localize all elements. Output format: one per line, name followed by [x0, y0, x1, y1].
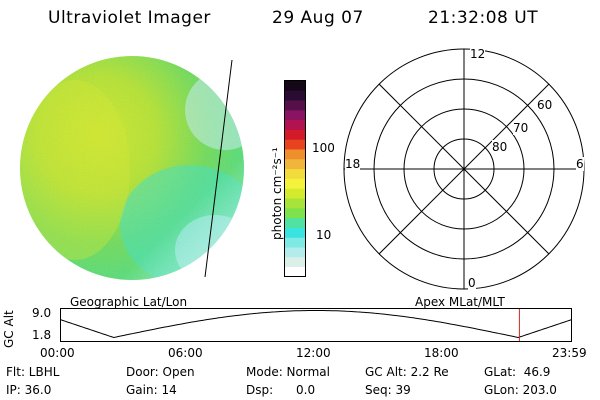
timeline-left-label: Geographic Lat/Lon [70, 295, 188, 309]
colorbar-cell [284, 247, 306, 258]
info-glat: GLat: 46.9 [484, 365, 551, 379]
info-glon: GLon: 203.0 [484, 383, 557, 397]
polar-diagonal-2 [378, 83, 550, 255]
timeline-y-min: 1.8 [32, 328, 52, 342]
time-label: 21:32:08 UT [428, 8, 539, 28]
timeline-right-label: Apex MLat/MLT [415, 295, 505, 309]
timeline-plot [60, 308, 573, 342]
colorbar-tick-10: 10 [316, 228, 332, 242]
info-gain: Gain: 14 [126, 383, 177, 397]
altitude-curve [60, 310, 573, 339]
date-label: 29 Aug 07 [272, 8, 364, 28]
colorbar-cell [284, 198, 306, 209]
colorbar-unit-label: photon cm⁻²s⁻¹ [270, 147, 284, 240]
polar-label-12: 12 [470, 47, 486, 61]
colorbar-cell [284, 227, 306, 238]
color-bar [284, 80, 306, 277]
info-filter: Flt: LBHL [6, 365, 60, 379]
colorbar-cell [284, 266, 306, 277]
info-gc-alt: GC Alt: 2.2 Re [365, 365, 449, 379]
colorbar-cell [284, 188, 306, 199]
colorbar-cell [284, 158, 306, 170]
polar-label-6: 6 [576, 157, 584, 171]
timeline-tick-3: 18:00 [424, 346, 459, 360]
colorbar-cell [284, 237, 306, 248]
info-ip: IP: 36.0 [6, 383, 52, 397]
colorbar-cell [284, 149, 306, 160]
timeline-frame [60, 308, 572, 342]
colorbar-cell [284, 217, 306, 228]
colorbar-cell [284, 109, 306, 121]
instrument-title: Ultraviolet Imager [48, 8, 211, 28]
colorbar-tick-100: 100 [312, 141, 335, 155]
colorbar-cell [284, 168, 306, 179]
colorbar-cell [284, 119, 306, 130]
colorbar-cell [284, 80, 306, 91]
earth-disk [20, 56, 244, 280]
polar-label-70: 70 [513, 121, 529, 135]
timeline-tick-1: 06:00 [168, 346, 203, 360]
terminator-line [204, 59, 233, 278]
colorbar-cell [284, 256, 306, 268]
colorbar-cell [284, 90, 306, 101]
timeline-tick-4: 23:59 [552, 346, 587, 360]
colorbar-cell [284, 129, 306, 140]
polar-label-60: 60 [537, 98, 553, 112]
polar-label-0: 0 [468, 276, 476, 290]
info-seq: Seq: 39 [365, 383, 411, 397]
timeline-tick-0: 00:00 [40, 346, 75, 360]
timeline-y-axis-label: GC Alt [2, 310, 16, 348]
info-door: Door: Open [126, 365, 195, 379]
polar-grid [343, 48, 585, 290]
info-dsp: Dsp: 0.0 [246, 383, 316, 397]
polar-label-18: 18 [345, 157, 361, 171]
colorbar-cell [284, 100, 306, 111]
info-mode: Mode: Normal [246, 365, 330, 379]
polar-label-80: 80 [492, 140, 508, 154]
colorbar-cell [284, 178, 306, 189]
timeline-y-max: 9.0 [32, 306, 52, 320]
timeline-tick-2: 12:00 [296, 346, 331, 360]
colorbar-cell [284, 139, 306, 150]
colorbar-cell [284, 207, 306, 219]
